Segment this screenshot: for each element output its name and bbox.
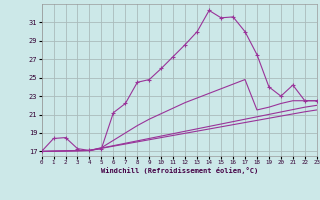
X-axis label: Windchill (Refroidissement éolien,°C): Windchill (Refroidissement éolien,°C) bbox=[100, 167, 258, 174]
